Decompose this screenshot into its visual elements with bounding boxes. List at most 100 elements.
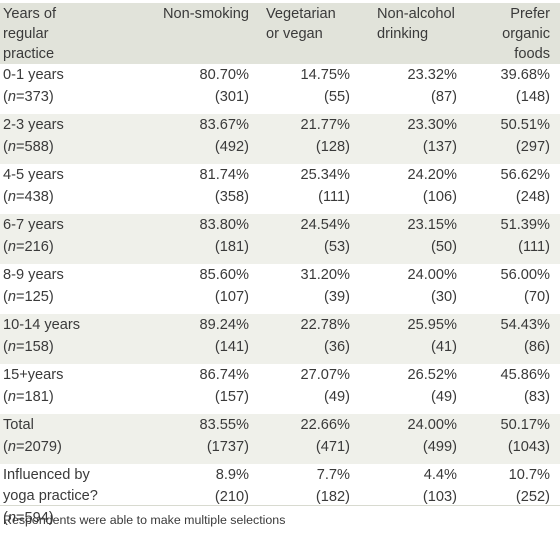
cell-percent: 23.32%	[407, 67, 458, 83]
cell-count: (50)	[431, 239, 457, 255]
cell-percent: 85.60%	[199, 267, 250, 283]
cell-organic: 10.7% (252)	[468, 464, 560, 534]
cell-percent: 56.00%	[500, 267, 551, 283]
cell-organic: 45.86% (83)	[468, 364, 560, 414]
cell-vegetarian: 24.54% (53)	[256, 214, 362, 264]
cell-count: (107)	[214, 289, 249, 305]
row-label-text: 2-3 years	[3, 117, 64, 133]
row-label: 0-1 years (n=373)	[0, 64, 124, 114]
header-organic: Prefer organic foods	[502, 6, 550, 62]
table-row: 4-5 years (n=438) 81.74% (358) 25.34% (111) 24…	[0, 164, 560, 214]
sample-size-value: =216)	[16, 239, 54, 255]
cell-non-smoking: 83.55% (1737)	[124, 414, 256, 464]
cell-non-smoking: 89.24% (141)	[124, 314, 256, 364]
cell-percent: 7.7%	[316, 467, 350, 483]
cell-organic: 54.43% (86)	[468, 314, 560, 364]
cell-percent: 14.75%	[300, 67, 351, 83]
header-non-alcohol: Non-alcohol drinking	[377, 6, 455, 42]
sample-size-paren: (	[3, 439, 8, 455]
sample-size-value: =181)	[16, 389, 54, 405]
cell-count: (83)	[524, 389, 550, 405]
cell-count: (141)	[214, 339, 249, 355]
cell-count: (106)	[422, 189, 457, 205]
sample-size-value: =373)	[16, 89, 54, 105]
sample-size-value: =125)	[16, 289, 54, 305]
header-years: Years of regular practice	[3, 6, 57, 62]
cell-percent: 86.74%	[199, 367, 250, 383]
sample-size-letter: n	[7, 139, 16, 155]
row-label: 15+years (n=181)	[0, 364, 124, 414]
cell-count: (103)	[422, 489, 457, 505]
sample-size-paren: (	[3, 139, 8, 155]
cell-non-smoking: 8.9% (210)	[124, 464, 256, 534]
sample-size-paren: (	[3, 189, 8, 205]
row-label-text: 15+years	[3, 367, 64, 383]
cell-percent: 54.43%	[500, 317, 551, 333]
cell-organic: 39.68% (148)	[468, 64, 560, 114]
cell-percent: 4.4%	[423, 467, 457, 483]
sample-size-paren: (	[3, 510, 8, 526]
sample-size-letter: n	[7, 289, 16, 305]
row-label: 8-9 years (n=125)	[0, 264, 124, 314]
cell-percent: 26.52%	[407, 367, 458, 383]
table-row: 8-9 years (n=125) 85.60% (107) 31.20% (39) 24.…	[0, 264, 560, 314]
cell-vegetarian: 25.34% (111)	[256, 164, 362, 214]
cell-percent: 24.20%	[407, 167, 458, 183]
cell-count: (36)	[324, 339, 350, 355]
cell-organic: 50.17% (1043)	[468, 414, 560, 464]
cell-non-alcohol: 24.20% (106)	[362, 164, 468, 214]
cell-percent: 50.51%	[500, 117, 551, 133]
cell-vegetarian: 27.07% (49)	[256, 364, 362, 414]
cell-count: (128)	[315, 139, 350, 155]
table-row: 2-3 years (n=588) 83.67% (492) 21.77% (128) 23…	[0, 114, 560, 164]
cell-percent: 81.74%	[199, 167, 250, 183]
row-label: 2-3 years (n=588)	[0, 114, 124, 164]
sample-size-letter: n	[7, 189, 16, 205]
cell-percent: 51.39%	[500, 217, 551, 233]
row-sample-size: (n=438)	[3, 187, 124, 207]
cell-vegetarian: 21.77% (128)	[256, 114, 362, 164]
row-sample-size: (n=594)	[3, 508, 124, 528]
row-label-text: 10-14 years	[3, 317, 81, 333]
cell-count: (471)	[315, 439, 350, 455]
cell-percent: 80.70%	[199, 67, 250, 83]
header-row: Years of regular practice Non-smoking Ve…	[0, 3, 560, 64]
cell-percent: 39.68%	[500, 67, 551, 83]
cell-percent: 24.00%	[407, 267, 458, 283]
cell-percent: 25.95%	[407, 317, 458, 333]
row-sample-size: (n=181)	[3, 387, 124, 407]
sample-size-letter: n	[7, 389, 16, 405]
cell-organic: 56.62% (248)	[468, 164, 560, 214]
sample-size-value: =594)	[16, 510, 54, 526]
sample-size-value: =438)	[16, 189, 54, 205]
sample-size-paren: (	[3, 339, 8, 355]
cell-count: (252)	[515, 489, 550, 505]
cell-count: (297)	[515, 139, 550, 155]
cell-percent: 24.00%	[407, 417, 458, 433]
cell-count: (41)	[431, 339, 457, 355]
row-sample-size: (n=125)	[3, 287, 124, 307]
table-row: 0-1 years (n=373) 80.70% (301) 14.75% (55) 23.…	[0, 64, 560, 114]
cell-non-smoking: 80.70% (301)	[124, 64, 256, 114]
table-row: 15+years (n=181) 86.74% (157) 27.07% (49) 26.5…	[0, 364, 560, 414]
row-label-text: 6-7 years	[3, 217, 64, 233]
cell-count: (301)	[214, 89, 249, 105]
cell-percent: 50.17%	[500, 417, 551, 433]
cell-percent: 23.30%	[407, 117, 458, 133]
cell-count: (86)	[524, 339, 550, 355]
sample-size-paren: (	[3, 289, 8, 305]
cell-count: (492)	[214, 139, 249, 155]
sample-size-letter: n	[7, 239, 16, 255]
sample-size-value: =158)	[16, 339, 54, 355]
table-footnote: Respondents were able to make multiple s…	[3, 513, 286, 527]
results-table: Years of regular practice Non-smoking Ve…	[0, 3, 560, 534]
sample-size-letter: n	[7, 439, 16, 455]
cell-non-alcohol: 4.4% (103)	[362, 464, 468, 534]
row-label-text: 8-9 years	[3, 267, 64, 283]
row-label-text: Influenced by	[3, 467, 90, 483]
cell-vegetarian: 31.20% (39)	[256, 264, 362, 314]
cell-non-smoking: 86.74% (157)	[124, 364, 256, 414]
header-vegetarian: Vegetarian or vegan	[266, 6, 336, 42]
cell-non-alcohol: 25.95% (41)	[362, 314, 468, 364]
